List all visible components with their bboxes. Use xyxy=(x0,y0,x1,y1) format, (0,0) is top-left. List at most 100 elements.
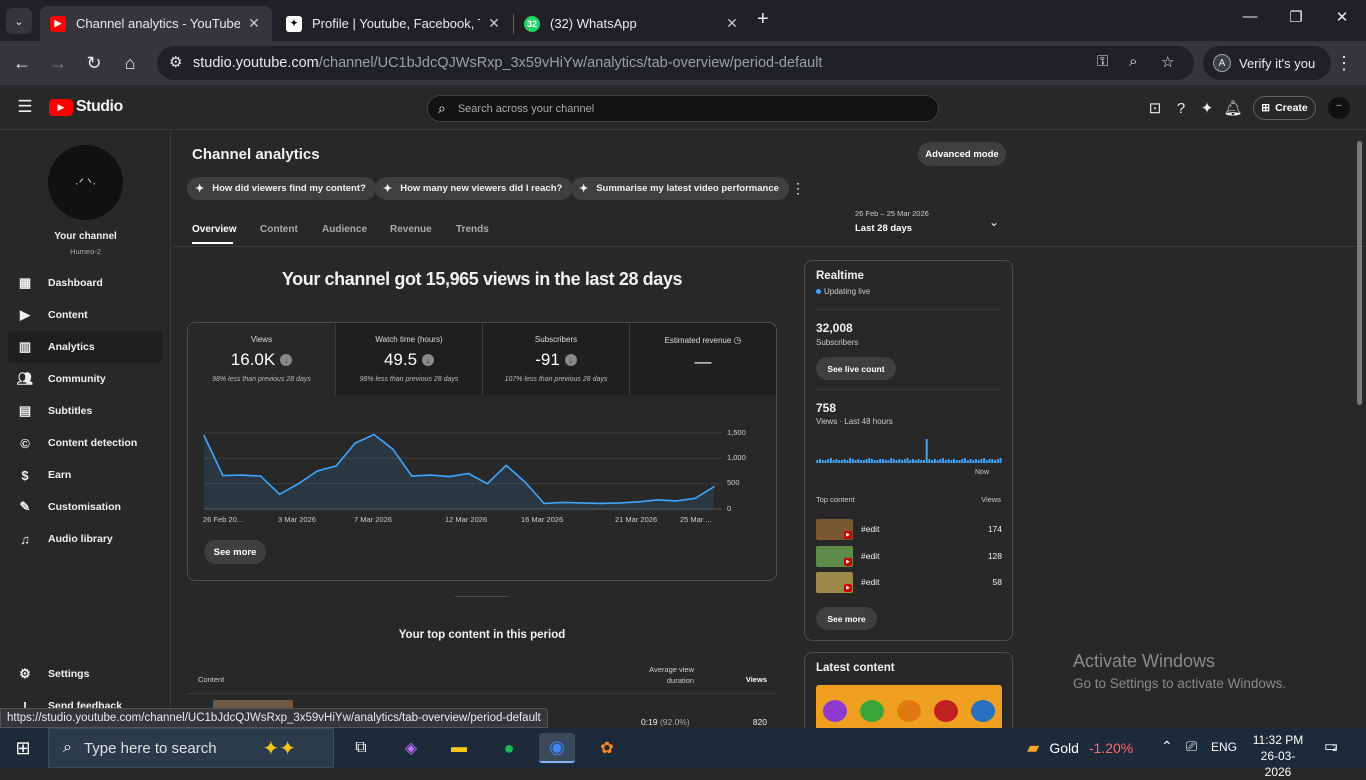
realtime-bar[interactable] xyxy=(890,458,893,463)
latest-video-thumbnail[interactable] xyxy=(816,685,1002,728)
realtime-bar[interactable] xyxy=(977,460,980,463)
more-options-icon[interactable]: ⋮ xyxy=(791,180,805,196)
stat-revenue[interactable]: Estimated revenue ◷ — xyxy=(629,323,776,395)
channel-search-input[interactable]: ⌕ Search across your channel xyxy=(427,95,939,122)
realtime-bar[interactable] xyxy=(942,458,945,463)
realtime-bar[interactable] xyxy=(903,459,906,463)
browser-menu-icon[interactable]: ⋮ xyxy=(1335,52,1353,73)
feedback-icon[interactable]: ⊡ xyxy=(1148,100,1162,117)
realtime-bar[interactable] xyxy=(868,458,871,463)
ask-chip-viewers-find[interactable]: ✦ How did viewers find my content? xyxy=(187,177,376,200)
realtime-bar[interactable] xyxy=(901,460,904,463)
realtime-bar[interactable] xyxy=(988,459,991,463)
page-scrollbar[interactable] xyxy=(1357,141,1362,405)
tab-search-button[interactable]: ⌄ xyxy=(6,8,32,34)
realtime-bar-chart[interactable] xyxy=(816,437,1002,463)
ask-chip-new-viewers[interactable]: ✦ How many new viewers did I reach? xyxy=(375,177,573,200)
chart-point[interactable] xyxy=(373,433,375,436)
realtime-bar[interactable] xyxy=(983,458,986,463)
chart-point[interactable] xyxy=(429,474,432,476)
realtime-bar[interactable] xyxy=(974,459,977,463)
realtime-bar[interactable] xyxy=(936,460,939,463)
realtime-bar[interactable] xyxy=(961,459,964,463)
realtime-bar[interactable] xyxy=(980,459,983,463)
file-explorer-icon[interactable]: ▬ xyxy=(451,739,467,756)
sidebar-item-audio-library[interactable]: ♫ Audio library xyxy=(8,523,162,555)
advanced-mode-button[interactable]: Advanced mode xyxy=(918,142,1006,166)
realtime-bar[interactable] xyxy=(969,459,972,463)
chart-point[interactable] xyxy=(505,464,508,467)
realtime-bar[interactable] xyxy=(851,459,854,463)
realtime-bar[interactable] xyxy=(953,459,955,463)
new-tab-icon[interactable]: + xyxy=(757,8,769,30)
clock[interactable]: 11:32 PM 26-03-2026 xyxy=(1250,732,1306,780)
task-view-icon[interactable]: ⧉ xyxy=(355,739,367,756)
realtime-bar[interactable] xyxy=(906,458,909,463)
chart-point[interactable] xyxy=(656,499,659,501)
tab-whatsapp[interactable]: 32 (32) WhatsApp ✕ xyxy=(514,6,750,41)
chart-point[interactable] xyxy=(448,475,451,478)
help-icon[interactable]: ? xyxy=(1176,99,1186,117)
chart-point[interactable] xyxy=(713,485,715,488)
chart-point[interactable] xyxy=(524,481,526,483)
realtime-bar[interactable] xyxy=(835,459,838,463)
sidebar-item-content-detection[interactable]: © Content detection xyxy=(8,427,162,459)
realtime-bar[interactable] xyxy=(958,460,961,463)
windows-start-icon[interactable]: ⊞ xyxy=(15,737,31,758)
chart-point[interactable] xyxy=(694,497,696,500)
realtime-bar[interactable] xyxy=(922,460,925,463)
see-live-count-button[interactable]: See live count xyxy=(816,357,896,380)
realtime-bar[interactable] xyxy=(991,459,994,463)
realtime-bar[interactable] xyxy=(843,459,846,463)
tab-overview[interactable]: Overview xyxy=(192,224,237,235)
notification-center-icon[interactable]: ▭2 xyxy=(1324,738,1339,755)
realtime-bar[interactable] xyxy=(931,460,934,463)
realtime-bar[interactable] xyxy=(920,460,923,463)
create-button[interactable]: ⊞ Create xyxy=(1253,96,1316,120)
realtime-bar[interactable] xyxy=(939,459,942,463)
close-tab-icon[interactable]: ✕ xyxy=(248,15,260,31)
close-tab-icon[interactable]: ✕ xyxy=(488,15,500,31)
spotify-icon[interactable]: ● xyxy=(503,737,515,758)
date-range-picker[interactable]: 26 Feb – 25 Mar 2026 Last 28 days ⌄ xyxy=(855,209,1005,239)
realtime-bar[interactable] xyxy=(829,458,832,463)
window-close-icon[interactable]: ✕ xyxy=(1335,9,1349,26)
realtime-bar[interactable] xyxy=(966,460,969,463)
chart-point[interactable] xyxy=(675,500,678,502)
top-content-row[interactable]: ▶ #edit 174 xyxy=(816,518,1002,540)
chart-point[interactable] xyxy=(203,434,205,437)
home-icon[interactable]: ⌂ xyxy=(124,52,136,73)
realtime-bar[interactable] xyxy=(821,460,824,463)
chart-point[interactable] xyxy=(240,474,243,476)
realtime-bar[interactable] xyxy=(876,460,879,463)
realtime-bar[interactable] xyxy=(933,459,936,463)
tab-trends[interactable]: Trends xyxy=(456,224,489,235)
realtime-bar[interactable] xyxy=(860,460,862,463)
chart-point[interactable] xyxy=(278,493,281,496)
realtime-bar[interactable] xyxy=(985,460,988,463)
minimize-icon[interactable]: — xyxy=(1242,8,1258,25)
chart-point[interactable] xyxy=(543,502,545,505)
chart-point[interactable] xyxy=(562,501,564,504)
realtime-bar[interactable] xyxy=(862,460,865,463)
realtime-bar[interactable] xyxy=(999,458,1002,463)
realtime-bar[interactable] xyxy=(824,460,827,463)
realtime-bar[interactable] xyxy=(846,460,849,463)
sidebar-item-analytics[interactable]: ▥ Analytics xyxy=(8,331,162,363)
realtime-bar[interactable] xyxy=(964,458,966,463)
realtime-bar[interactable] xyxy=(909,460,912,463)
realtime-bar[interactable] xyxy=(816,460,819,463)
tab-revenue[interactable]: Revenue xyxy=(390,224,432,235)
realtime-bar[interactable] xyxy=(832,460,835,463)
back-icon[interactable]: ← xyxy=(13,52,31,73)
chart-point[interactable] xyxy=(392,448,394,451)
realtime-bar[interactable] xyxy=(955,460,958,463)
chart-point[interactable] xyxy=(580,502,583,504)
restore-icon[interactable]: ❐ xyxy=(1289,9,1303,26)
chart-point[interactable] xyxy=(297,482,300,485)
top-content-row[interactable]: ▶ #edit 58 xyxy=(816,571,1002,593)
notifications-bell-icon[interactable]: 🔔︎ xyxy=(1223,100,1243,117)
chart-point[interactable] xyxy=(618,502,621,504)
chart-point[interactable] xyxy=(599,502,602,505)
site-info-icon[interactable]: ⚙ xyxy=(169,54,183,71)
